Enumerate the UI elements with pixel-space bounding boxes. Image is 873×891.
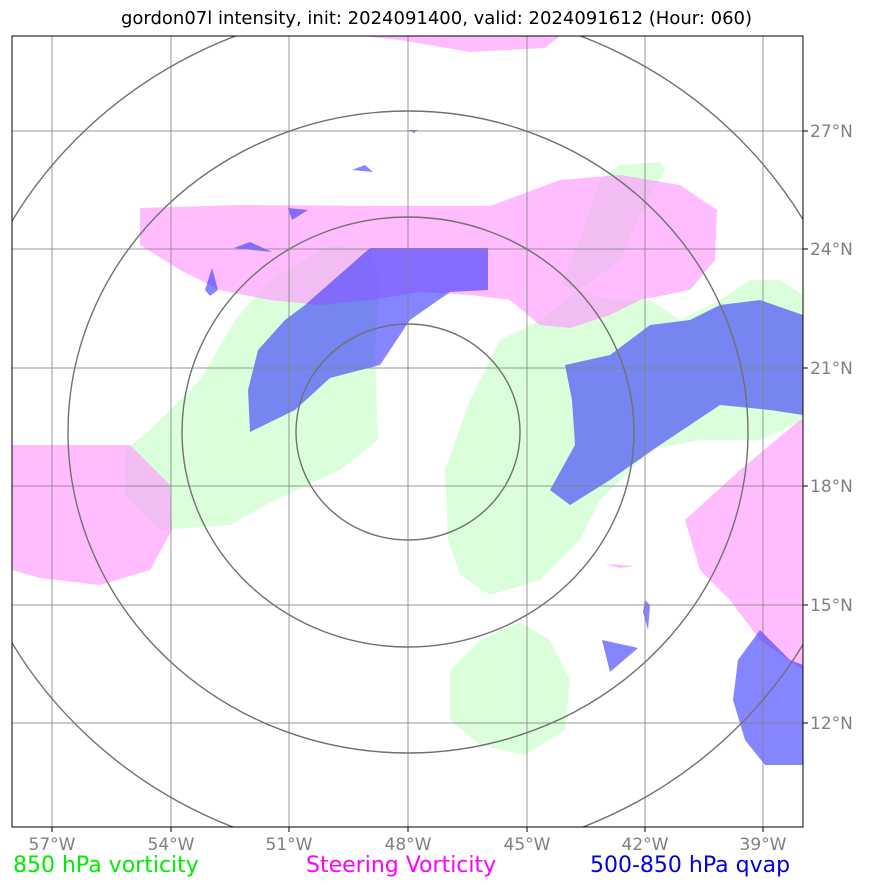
latitude-labels: 27°N 24°N 21°N 18°N 15°N 12°N [810,122,853,734]
lon-label-57w: 57°W [29,835,76,855]
lon-label-54w: 54°W [148,835,195,855]
lon-label-48w: 48°W [385,835,432,855]
range-rings [12,36,803,827]
legend-qvap: 500-850 hPa qvap [590,853,791,878]
lat-label-24n: 24°N [810,240,853,260]
graticule [12,36,803,827]
lat-label-27n: 27°N [810,122,853,142]
map-title: gordon07l intensity, init: 2024091400, v… [120,8,753,29]
lon-label-45w: 45°W [504,835,551,855]
longitude-labels: 57°W 54°W 51°W 48°W 45°W 42°W 39°W [29,835,787,855]
lat-label-18n: 18°N [810,477,853,497]
legend-850-vorticity: 850 hPa vorticity [13,853,199,878]
lat-label-21n: 21°N [810,359,853,379]
lon-label-51w: 51°W [266,835,313,855]
lat-label-15n: 15°N [810,596,853,616]
legend-steering-vorticity: Steering Vorticity [306,853,497,878]
lon-label-42w: 42°W [622,835,669,855]
lon-label-39w: 39°W [740,835,787,855]
tick-marks [51,130,808,832]
lat-label-12n: 12°N [810,714,853,734]
